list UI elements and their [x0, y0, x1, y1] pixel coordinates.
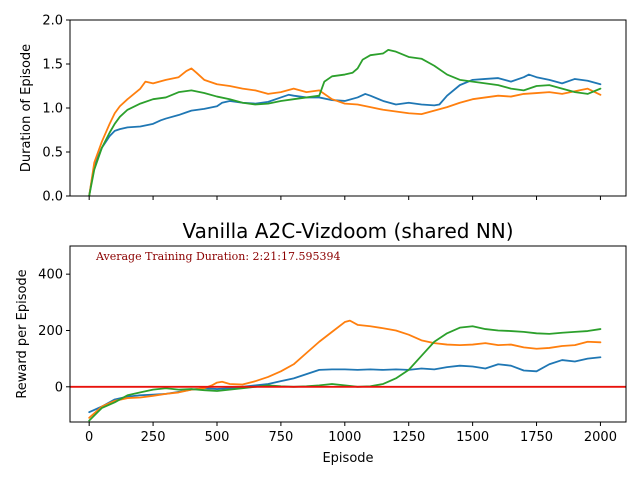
bottom-axes: 0 250 500 750 1000 1250 1500 1750 2000 0 200 400 A… [15, 245, 627, 466]
top-x-ticks [88, 196, 601, 200]
x-tick-label: 250 [141, 430, 166, 445]
y-tick-label: 2.0 [42, 14, 63, 29]
x-tick-label: 0 [85, 430, 93, 445]
bottom-y-axis-label: Reward per Episode [15, 269, 30, 398]
x-tick-label: 1500 [456, 430, 489, 445]
top-y-axis-label: Duration of Episode [19, 44, 34, 172]
y-tick-label: 0.0 [42, 190, 63, 205]
y-tick-label: 200 [38, 324, 63, 339]
y-tick-label: 1.5 [42, 58, 63, 73]
bottom-series-group [70, 319, 626, 422]
x-tick-label: 2000 [584, 430, 617, 445]
series-line-2 [88, 319, 602, 419]
series-line-1 [88, 73, 602, 196]
top-axes: 0.0 0.5 1.0 1.5 2.0 Duration of Episode [19, 14, 627, 205]
x-tick-label: 1250 [392, 430, 425, 445]
training-duration-annotation: Average Training Duration: 2:21:17.59539… [95, 250, 340, 263]
x-tick-label: 1750 [520, 430, 553, 445]
y-tick-label: 400 [38, 268, 63, 283]
y-tick-label: 1.0 [42, 102, 63, 117]
x-tick-label: 750 [268, 430, 293, 445]
top-y-ticks: 0.0 0.5 1.0 1.5 2.0 [42, 14, 70, 205]
x-tick-label: 1000 [328, 430, 361, 445]
series-line-3 [88, 49, 602, 196]
x-tick-label: 500 [205, 430, 230, 445]
top-axes-frame [69, 19, 627, 197]
series-line-3 [88, 325, 602, 422]
y-tick-label: 0.5 [42, 146, 63, 161]
bottom-x-ticks: 0 250 500 750 1000 1250 1500 1750 2000 [85, 422, 617, 445]
bottom-x-axis-label: Episode [322, 451, 373, 466]
bottom-y-ticks: 0 200 400 [38, 268, 70, 395]
chart-title: Vanilla A2C-Vizdoom (shared NN) [182, 219, 513, 243]
y-tick-label: 0 [55, 380, 63, 395]
series-line-2 [88, 67, 602, 196]
bottom-axes-frame [69, 245, 627, 423]
top-series-group [88, 49, 602, 196]
